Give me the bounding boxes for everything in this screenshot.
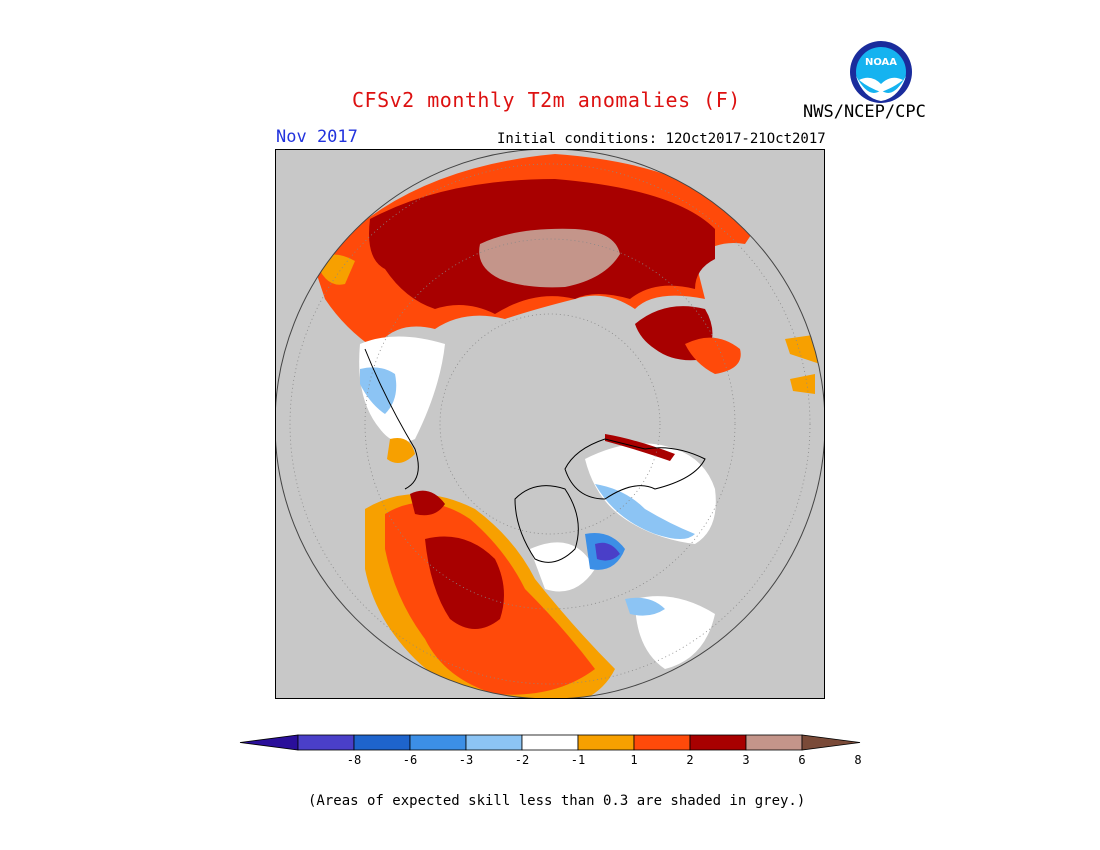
skill-footnote: (Areas of expected skill less than 0.3 a… (308, 793, 806, 809)
noaa-logo-icon: NOAA (850, 41, 912, 103)
color-legend: -8 -6 -3 -2 -1 1 2 3 6 8 (239, 734, 862, 767)
legend-tick-label: 1 (630, 753, 637, 767)
forecast-month: Nov 2017 (276, 127, 358, 147)
legend-swatch (297, 734, 355, 751)
latitude-circle (364, 238, 736, 610)
legend-swatch (577, 734, 635, 751)
legend-swatch (409, 734, 467, 751)
legend-tick-label: -6 (403, 753, 417, 767)
polar-map (275, 149, 825, 699)
legend-swatch (521, 734, 579, 751)
coastline (514, 485, 579, 563)
legend-tick-label: 2 (686, 753, 693, 767)
legend-swatch (353, 734, 411, 751)
legend-swatch (633, 734, 691, 751)
anomaly-field (275, 149, 825, 699)
legend-swatch (465, 734, 523, 751)
legend-arrow-high (801, 734, 861, 751)
legend-tick-label: -2 (515, 753, 529, 767)
legend-tick-label: 6 (798, 753, 805, 767)
agency-label: NWS/NCEP/CPC (803, 102, 926, 122)
coastline (564, 438, 706, 500)
noaa-logo-text: NOAA (865, 57, 897, 68)
coastline (364, 348, 419, 490)
legend-tick-label: 3 (742, 753, 749, 767)
legend-swatch (745, 734, 803, 751)
legend-tick-label: -8 (347, 753, 361, 767)
chart-title: CFSv2 monthly T2m anomalies (F) (352, 88, 741, 112)
legend-tick-label: -3 (459, 753, 473, 767)
legend-tick-label: 8 (854, 753, 861, 767)
initial-conditions: Initial conditions: 12Oct2017-21Oct2017 (497, 131, 826, 147)
legend-tick-label: -1 (571, 753, 585, 767)
legend-arrow-low (239, 734, 299, 751)
legend-swatch (689, 734, 747, 751)
latitude-circle (289, 163, 811, 685)
latitude-circle (439, 313, 661, 535)
